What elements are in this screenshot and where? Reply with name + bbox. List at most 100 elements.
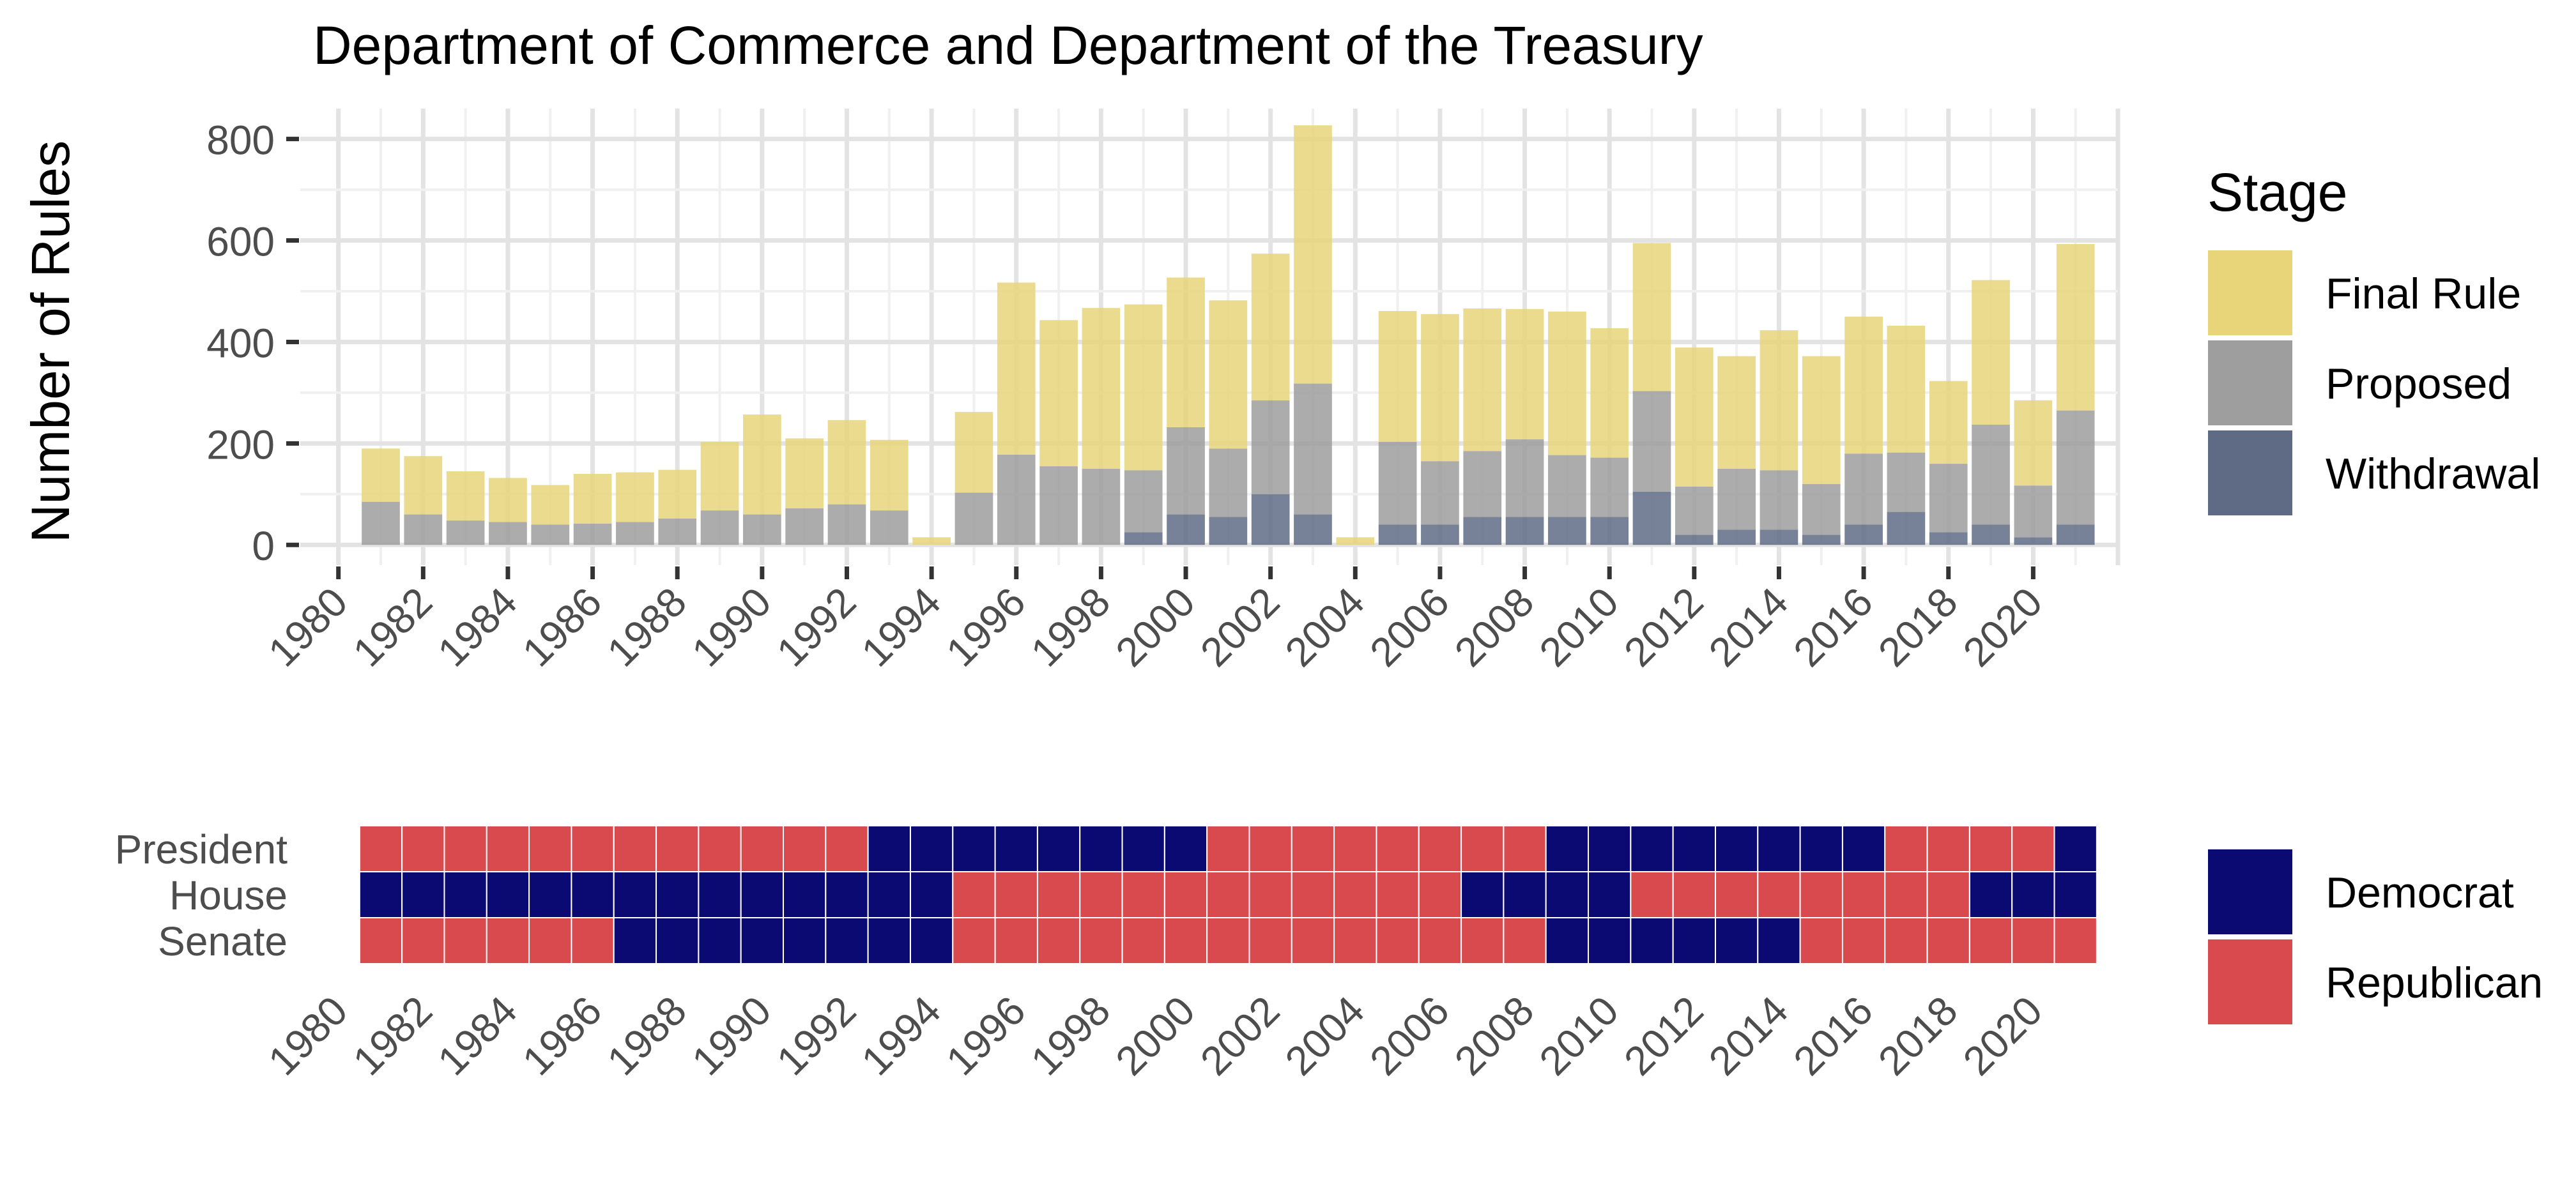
bar-proposed-2000 [1167, 427, 1205, 515]
heatmap-cell-senate-1986 [571, 917, 615, 964]
heatmap-cell-house-2009 [1545, 871, 1590, 918]
y-tick-label: 800 [206, 118, 275, 163]
heatmap-cell-president-1984 [486, 825, 530, 872]
heatmap-cell-senate-1990 [740, 917, 785, 964]
bar-proposed-1991 [785, 508, 824, 545]
heatmap-cell-house-2003 [1291, 871, 1335, 918]
y-axis-label: Number of Rules [20, 140, 80, 543]
bar-final-rule-1992 [827, 420, 866, 505]
heatmap-cell-house-2000 [1163, 871, 1208, 918]
legend-swatch-withdrawal [2208, 430, 2292, 515]
bar-final-rule-2000 [1167, 277, 1205, 427]
bar-proposed-1997 [1039, 466, 1078, 545]
bar-proposed-2007 [1463, 451, 1502, 517]
bar-proposed-1982 [404, 514, 443, 545]
bar-proposed-2009 [1548, 455, 1586, 517]
bar-final-rule-2021 [2056, 244, 2095, 411]
bar-withdrawal-2014 [1759, 529, 1798, 545]
heatmap-cell-president-2021 [2053, 825, 2097, 872]
heatmap-cell-senate-2003 [1291, 917, 1335, 964]
heatmap-cell-senate-1999 [1121, 917, 1165, 964]
heatmap-cell-senate-2014 [1757, 917, 1801, 964]
bar-final-rule-2012 [1675, 347, 1713, 487]
bar-withdrawal-2001 [1209, 517, 1248, 545]
bar-proposed-1990 [743, 514, 781, 545]
heatmap-cell-senate-1998 [1079, 917, 1123, 964]
bar-withdrawal-2008 [1505, 517, 1544, 545]
heatmap-cell-president-2007 [1460, 825, 1505, 872]
bar-final-rule-1998 [1082, 308, 1121, 469]
heatmap-cell-house-2001 [1206, 871, 1250, 918]
heatmap-cell-senate-2011 [1630, 917, 1674, 964]
bar-proposed-1984 [489, 522, 527, 545]
heatmap-cell-senate-2000 [1163, 917, 1208, 964]
heatmap-cell-house-1983 [443, 871, 487, 918]
bar-final-rule-2016 [1844, 316, 1883, 454]
heatmap-cell-house-2007 [1460, 871, 1505, 918]
heatmap-cell-house-2014 [1757, 871, 1801, 918]
bar-proposed-1981 [362, 501, 400, 545]
heatmap-cell-president-1988 [656, 825, 700, 872]
bar-final-rule-2007 [1463, 308, 1502, 452]
heatmap-cell-senate-1996 [994, 917, 1038, 964]
heatmap-cell-house-2015 [1799, 871, 1843, 918]
heatmap-cell-house-1991 [783, 871, 827, 918]
bar-withdrawal-2002 [1251, 494, 1290, 545]
bar-proposed-2010 [1590, 457, 1629, 517]
bar-proposed-1999 [1124, 470, 1163, 533]
heatmap-cell-president-2003 [1291, 825, 1335, 872]
bar-proposed-2001 [1209, 448, 1248, 517]
heatmap-cell-house-1986 [571, 871, 615, 918]
heatmap-cell-house-2016 [1841, 871, 1886, 918]
heatmap-cell-house-1981 [358, 871, 403, 918]
heatmap-row-label-senate: Senate [158, 918, 288, 964]
legend-label-republican: Republican [2326, 959, 2543, 1007]
bar-final-rule-2020 [2014, 400, 2053, 486]
heatmap-cell-house-2019 [1968, 871, 2013, 918]
heatmap-cell-house-1998 [1079, 871, 1123, 918]
bar-final-rule-1999 [1124, 304, 1163, 471]
heatmap-cell-president-1987 [613, 825, 657, 872]
heatmap-cell-house-1989 [698, 871, 742, 918]
heatmap-cell-senate-1988 [656, 917, 700, 964]
heatmap-cell-house-1992 [825, 871, 869, 918]
heatmap-cell-senate-1994 [909, 917, 954, 964]
bar-final-rule-1990 [743, 414, 781, 515]
heatmap-cell-senate-2012 [1672, 917, 1716, 964]
bar-proposed-1988 [658, 518, 697, 545]
heatmap-cell-house-1988 [656, 871, 700, 918]
bar-final-rule-2001 [1209, 300, 1248, 449]
bar-final-rule-1989 [700, 441, 739, 511]
heatmap-cell-senate-1984 [486, 917, 530, 964]
heatmap-cell-senate-1981 [358, 917, 403, 964]
bar-withdrawal-2013 [1717, 529, 1756, 545]
heatmap-cell-president-2011 [1630, 825, 1674, 872]
heatmap-row-label-house: House [169, 872, 288, 918]
bar-final-rule-1983 [446, 471, 485, 521]
bar-withdrawal-2007 [1463, 517, 1502, 545]
heatmap-cell-president-2015 [1799, 825, 1843, 872]
heatmap-cell-president-1985 [528, 825, 572, 872]
bar-proposed-2015 [1802, 483, 1841, 535]
legend-label-withdrawal: Withdrawal [2326, 450, 2540, 498]
heatmap-cell-senate-1992 [825, 917, 869, 964]
bar-final-rule-1988 [658, 469, 697, 519]
heatmap-cell-senate-2021 [2053, 917, 2097, 964]
heatmap-cell-house-2018 [1926, 871, 1970, 918]
heatmap-cell-house-2013 [1714, 871, 1759, 918]
heatmap-cell-senate-2017 [1884, 917, 1928, 964]
bar-proposed-2017 [1887, 452, 1926, 512]
heatmap-cell-senate-2006 [1418, 917, 1462, 964]
bar-withdrawal-2009 [1548, 517, 1586, 545]
bar-chart: Department of Commerce and Department of… [20, 15, 2120, 676]
bar-final-rule-1981 [362, 448, 400, 502]
heatmap-cell-president-1981 [358, 825, 403, 872]
y-tick-label: 0 [252, 523, 275, 569]
bar-withdrawal-2012 [1675, 535, 1713, 545]
heatmap-cell-senate-1995 [952, 917, 996, 964]
heatmap-cell-house-2002 [1248, 871, 1292, 918]
bar-proposed-1993 [870, 510, 908, 545]
heatmap-cell-senate-2020 [2011, 917, 2055, 964]
bar-final-rule-1982 [404, 456, 443, 515]
